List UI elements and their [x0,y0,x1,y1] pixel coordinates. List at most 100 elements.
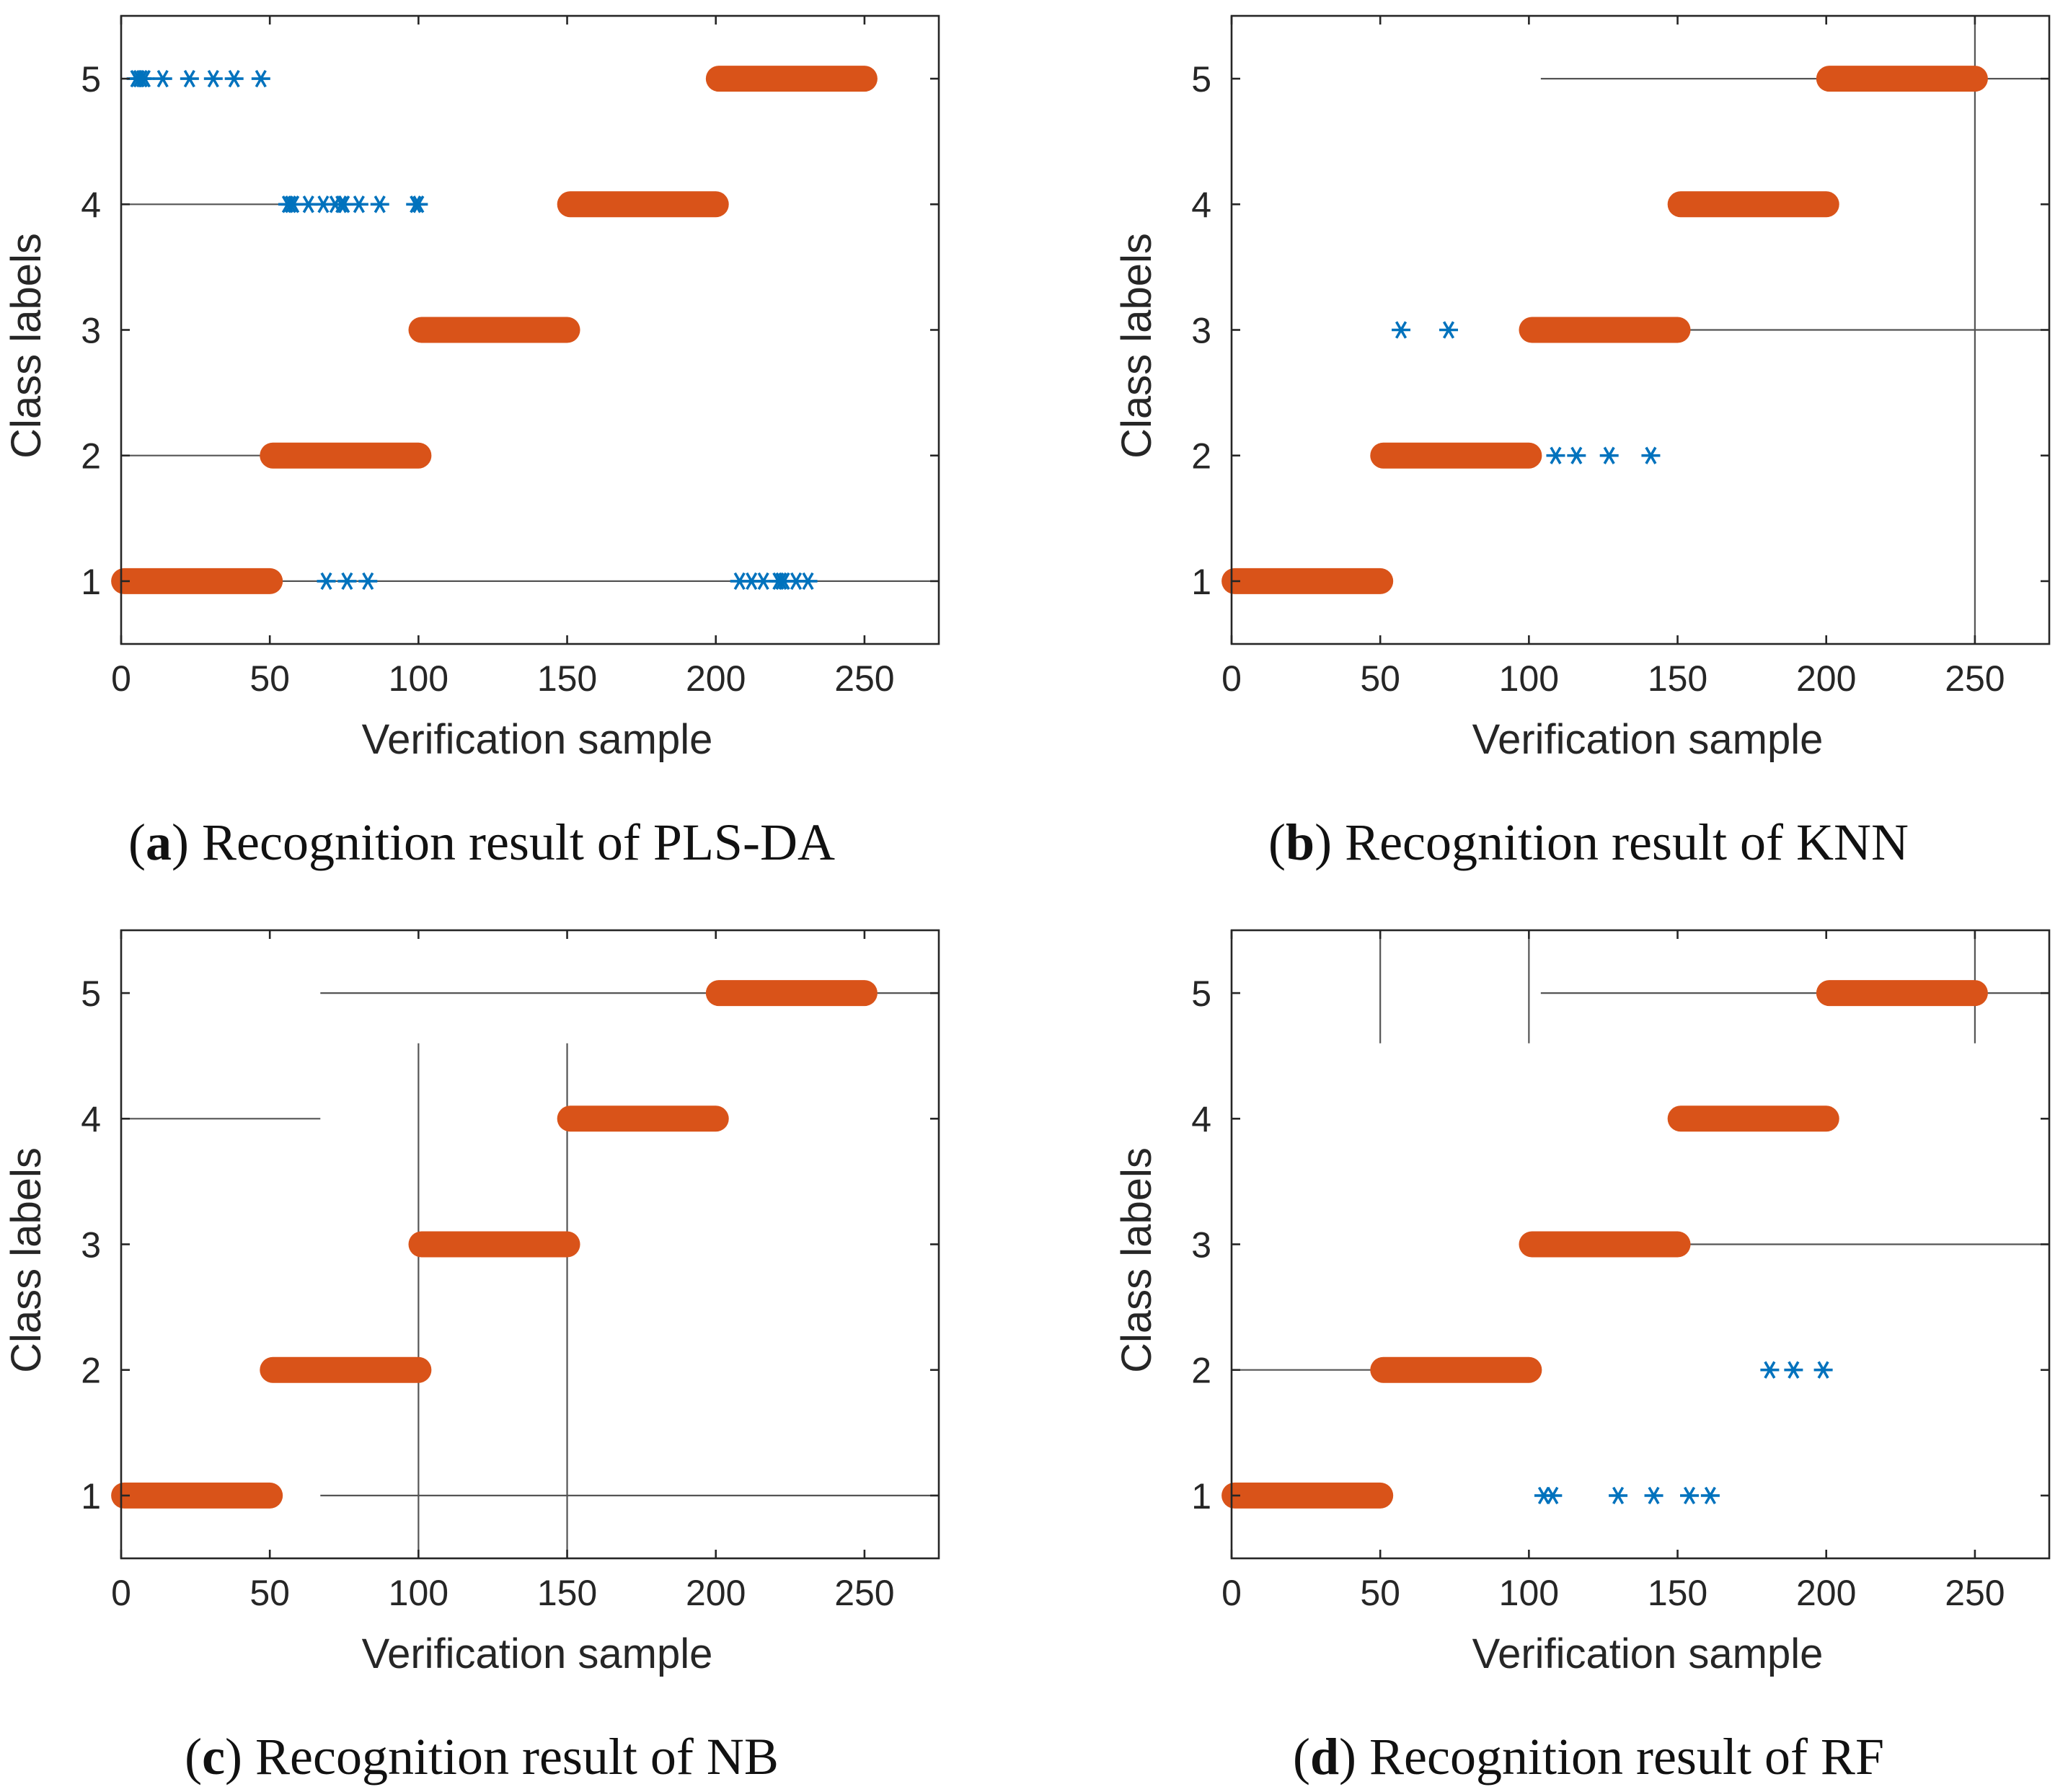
x-axis-label: Verification sample [362,1630,713,1677]
panel-caption: (a) Recognition result of PLS-DA [128,813,835,871]
misclassified-marker [337,572,357,591]
misclassified-marker [1700,1486,1720,1505]
caption-paren-open: ( [128,813,146,871]
panel-caption: (c) Recognition result of NB [185,1728,779,1786]
y-tick-label: 4 [1191,1099,1211,1139]
y-tick-label: 2 [81,1351,101,1391]
y-tick-label: 4 [1191,185,1211,225]
x-axis-label: Verification sample [1472,1630,1824,1677]
misclassified-marker [1760,1361,1780,1379]
x-tick-label: 50 [1360,658,1400,699]
panel-caption: (b) Recognition result of KNN [1268,813,1909,871]
caption-letter: b [1286,813,1314,871]
misclassified-marker [370,195,389,213]
x-axis-label: Verification sample [1472,716,1824,763]
y-tick-label: 2 [1191,436,1211,477]
y-tick-label: 4 [81,1099,101,1139]
x-tick-label: 200 [1796,658,1856,699]
misclassified-marker [135,69,154,88]
x-tick-label: 200 [686,658,746,699]
y-tick-label: 1 [1191,562,1211,602]
misclassified-marker [1644,1486,1663,1505]
y-axis-label: Class labels [3,233,50,459]
caption-text: Recognition result of KNN [1345,813,1909,871]
y-tick-label: 5 [81,59,101,100]
y-tick-label: 3 [81,1225,101,1266]
misclassified-marker [409,195,428,213]
misclassified-marker [251,69,270,88]
x-tick-label: 50 [249,1573,290,1613]
x-tick-label: 200 [686,1573,746,1613]
panel-d-rf: 0 50 100 150 200 250 1 2 3 4 5 Verification sample C… [1113,929,2051,1786]
x-tick-label: 150 [537,658,597,699]
panel-a-plsda: 0 50 100 150 200 250 1 2 3 4 5 Verification sample C… [3,14,940,871]
misclassified-marker [180,69,199,88]
caption-text: Recognition result of NB [255,1728,779,1786]
caption-paren-open: ( [185,1728,202,1786]
misclassified-marker [1599,446,1619,464]
misclassified-marker [203,69,223,88]
x-tick-label: 250 [1945,1573,2005,1613]
y-tick-label: 1 [1191,1476,1211,1517]
panel-b-knn: 0 50 100 150 200 250 1 2 3 4 5 Verification sample C… [1113,14,2051,871]
y-axis-label: Class labels [3,1147,50,1373]
caption-text: Recognition result of PLS-DA [202,813,835,871]
x-tick-label: 150 [1648,1573,1707,1613]
caption-paren-close: ) [1314,813,1345,871]
misclassified-marker [1641,446,1661,464]
misclassified-marker [1543,1486,1563,1505]
x-tick-label: 0 [1221,1573,1242,1613]
caption-paren-open: ( [1293,1728,1310,1786]
y-tick-label: 3 [1191,1225,1211,1266]
x-tick-label: 100 [389,658,448,699]
caption-text: Recognition result of RF [1369,1728,1884,1786]
x-tick-label: 100 [389,1573,448,1613]
x-tick-label: 0 [1221,658,1242,699]
panel-caption: (d) Recognition result of RF [1293,1728,1884,1786]
y-tick-label: 4 [81,185,101,225]
misclassified-marker [1680,1486,1700,1505]
x-tick-label: 250 [834,1573,894,1613]
panel-c-nb: 0 50 100 150 200 250 1 2 3 4 5 Verification sample C… [3,929,940,1786]
caption-paren-close: ) [172,813,202,871]
misclassified-marker [1392,321,1411,339]
x-tick-label: 0 [111,1573,131,1613]
x-tick-label: 250 [834,658,894,699]
caption-paren-open: ( [1268,813,1286,871]
misclassified-marker [798,572,818,591]
misclassified-marker [1439,321,1459,339]
caption-letter: d [1310,1728,1339,1786]
caption-paren-close: ) [225,1728,255,1786]
misclassified-marker [1567,446,1586,464]
x-tick-label: 250 [1945,658,2005,699]
misclassified-marker [153,69,172,88]
y-tick-label: 3 [1191,311,1211,351]
misclassified-marker [224,69,244,88]
y-axis-label: Class labels [1113,233,1160,459]
y-tick-label: 5 [1191,59,1211,100]
x-axis-label: Verification sample [362,716,713,763]
misclassified-marker [317,572,336,591]
misclassified-marker [1813,1361,1833,1379]
y-tick-label: 5 [81,974,101,1014]
x-tick-label: 50 [249,658,290,699]
x-tick-label: 0 [111,658,131,699]
misclassified-marker [358,572,378,591]
misclassified-marker [1609,1486,1628,1505]
misclassified-marker [349,195,368,213]
caption-letter: a [146,813,172,871]
x-tick-label: 100 [1499,658,1559,699]
y-tick-label: 2 [81,436,101,477]
misclassified-marker [1784,1361,1803,1379]
x-tick-label: 50 [1360,1573,1400,1613]
y-tick-label: 1 [81,562,101,602]
y-axis-label: Class labels [1113,1147,1160,1373]
x-tick-label: 200 [1796,1573,1856,1613]
caption-paren-close: ) [1339,1728,1369,1786]
misclassified-marker [1546,446,1565,464]
y-tick-label: 2 [1191,1351,1211,1391]
caption-letter: c [202,1728,225,1786]
x-tick-label: 150 [537,1573,597,1613]
x-tick-label: 150 [1648,658,1707,699]
